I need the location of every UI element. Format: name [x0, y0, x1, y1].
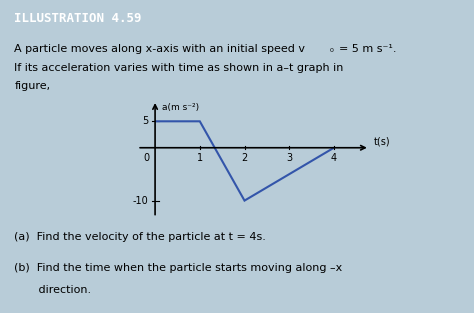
Text: 2: 2 [241, 153, 247, 163]
Text: 5: 5 [142, 116, 148, 126]
Text: -10: -10 [133, 196, 148, 206]
Text: ₀: ₀ [329, 44, 333, 54]
Text: direction.: direction. [14, 285, 91, 295]
Text: (b)  Find the time when the particle starts moving along –x: (b) Find the time when the particle star… [14, 263, 343, 273]
Text: 1: 1 [197, 153, 203, 163]
Text: 4: 4 [331, 153, 337, 163]
Text: figure,: figure, [14, 81, 50, 91]
Text: a(m s⁻²): a(m s⁻²) [162, 103, 199, 112]
Text: (a)  Find the velocity of the particle at t = 4s.: (a) Find the velocity of the particle at… [14, 232, 266, 242]
Text: t(s): t(s) [374, 136, 391, 146]
Text: ILLUSTRATION 4.59: ILLUSTRATION 4.59 [14, 12, 142, 25]
Text: A particle moves along x-axis with an initial speed v: A particle moves along x-axis with an in… [14, 44, 305, 54]
Text: 0: 0 [144, 153, 150, 163]
Text: 3: 3 [286, 153, 292, 163]
Text: = 5 m s⁻¹.: = 5 m s⁻¹. [339, 44, 396, 54]
Text: If its acceleration varies with time as shown in a–t graph in: If its acceleration varies with time as … [14, 63, 344, 73]
